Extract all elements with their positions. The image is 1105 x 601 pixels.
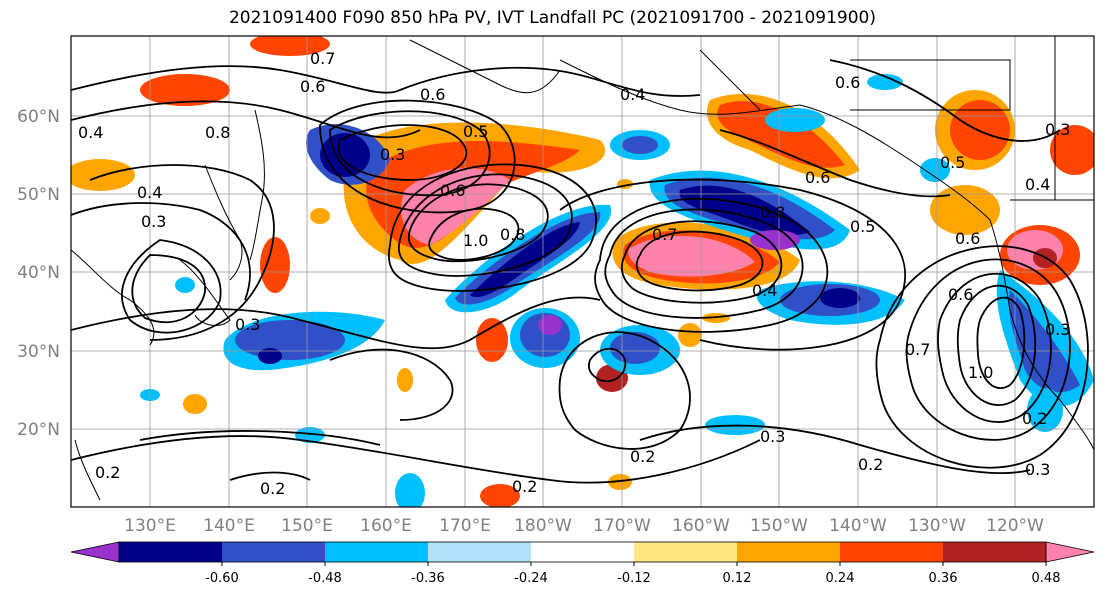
- contour-label: 0.6: [805, 168, 830, 187]
- contour-label: 0.4: [137, 183, 162, 202]
- lon-label: 180°W: [514, 516, 572, 536]
- colorbar-tick-label: -0.60: [205, 571, 239, 586]
- contour-label: 0.4: [1025, 175, 1050, 194]
- colorbar-ticks: -0.60 -0.48 -0.36 -0.24 -0.12 0.12 0.24 0.36 0.4…: [205, 562, 1061, 586]
- contour-labels: 0.7 0.6 0.4 0.8 0.5 0.6 0.4 0.3 0.6 1.0 …: [78, 49, 1070, 498]
- colorbar-tick-label: 0.24: [826, 571, 855, 586]
- contour-label: 0.2: [95, 463, 120, 482]
- colorbar-segment: [119, 542, 223, 562]
- colorbar-segment: [531, 542, 635, 562]
- lon-label: 130°W: [908, 516, 966, 536]
- lon-label: 150°E: [281, 516, 333, 536]
- ivt-contours: [71, 59, 1089, 484]
- colorbar-segments: [70, 541, 1095, 563]
- colorbar-segment: [428, 542, 532, 562]
- colorbar-extend-high: [1045, 541, 1095, 563]
- contour-label: 0.8: [760, 203, 785, 222]
- colorbar-tick-label: 0.36: [929, 571, 958, 586]
- contour-label: 0.6: [948, 285, 973, 304]
- lon-label: 160°W: [672, 516, 730, 536]
- graticule: [71, 36, 1094, 507]
- contour-label: 0.4: [752, 281, 777, 300]
- lon-label: 130°E: [124, 516, 176, 536]
- colorbar-tick-label: 0.48: [1032, 571, 1061, 586]
- map-frame: [70, 35, 1095, 508]
- contour-label: 0.3: [380, 145, 405, 164]
- lat-label: 50°N: [17, 185, 60, 205]
- lon-label: 150°W: [750, 516, 808, 536]
- contour-label: 0.7: [652, 225, 677, 244]
- contour-label: 0.2: [512, 477, 537, 496]
- lat-label: 20°N: [17, 420, 60, 440]
- contour-label: 0.5: [940, 153, 965, 172]
- contour-label: 0.6: [440, 181, 465, 200]
- contour-label: 0.2: [858, 455, 883, 474]
- colorbar-segment: [222, 542, 326, 562]
- contour-label: 1.0: [968, 363, 993, 382]
- colorbar-segment: [325, 542, 429, 562]
- colorbar: -0.60 -0.48 -0.36 -0.24 -0.12 0.12 0.24 0.36 0.4…: [70, 541, 1095, 586]
- contour-label: 0.5: [850, 217, 875, 236]
- contour-label: 0.2: [1022, 409, 1047, 428]
- lat-label: 30°N: [17, 342, 60, 362]
- contour-label: 0.3: [235, 315, 260, 334]
- colorbar-extend-low: [70, 541, 120, 563]
- contour-label: 0.3: [760, 427, 785, 446]
- lon-label: 170°E: [439, 516, 491, 536]
- contour-label: 0.7: [905, 340, 930, 359]
- longitude-labels: 130°E 140°E 150°E 160°E 170°E 180°W 170°…: [124, 516, 1044, 536]
- lon-label: 140°W: [829, 516, 887, 536]
- contour-label: 0.7: [310, 49, 335, 68]
- negative-anomaly-shading: [140, 74, 1094, 507]
- colorbar-outline: [118, 541, 1047, 563]
- latitude-labels: 60°N 50°N 40°N 30°N 20°N: [17, 107, 60, 440]
- lon-label: 170°W: [593, 516, 651, 536]
- map-title: 2021091400 F090 850 hPa PV, IVT Landfall…: [228, 8, 876, 28]
- lat-label: 60°N: [17, 107, 60, 127]
- contour-label: 0.6: [835, 73, 860, 92]
- colorbar-segment: [737, 542, 841, 562]
- colorbar-tick-label: 0.12: [723, 571, 752, 586]
- contour-label: 0.2: [260, 479, 285, 498]
- pv-anomaly-field: 0.7 0.6 0.4 0.8 0.5 0.6 0.4 0.3 0.6 1.0 …: [71, 36, 1094, 507]
- contour-label: 0.6: [420, 85, 445, 104]
- contour-label: 0.3: [1045, 120, 1070, 139]
- contour-label: 0.3: [141, 212, 166, 231]
- contour-label: 0.4: [78, 123, 103, 142]
- contour-label: 0.3: [1025, 460, 1050, 479]
- contour-label: 0.2: [630, 447, 655, 466]
- contour-label: 0.8: [205, 123, 230, 142]
- contour-label: 0.8: [500, 225, 525, 244]
- contour-label: 1.0: [463, 231, 488, 250]
- lon-label: 140°E: [203, 516, 255, 536]
- contour-label: 0.6: [955, 229, 980, 248]
- contour-label: 0.6: [300, 77, 325, 96]
- colorbar-tick-label: -0.36: [411, 571, 445, 586]
- colorbar-segment: [634, 542, 738, 562]
- lon-label: 160°E: [360, 516, 412, 536]
- colorbar-tick-label: -0.24: [514, 571, 548, 586]
- colorbar-tick-label: -0.48: [308, 571, 342, 586]
- lon-label: 120°W: [986, 516, 1044, 536]
- colorbar-segment: [943, 542, 1047, 562]
- colorbar-tick-label: -0.12: [617, 571, 651, 586]
- contour-label: 0.5: [463, 122, 488, 141]
- coastlines: [71, 36, 1094, 501]
- contour-label: 0.4: [620, 85, 645, 104]
- lat-label: 40°N: [17, 263, 60, 283]
- colorbar-segment: [840, 542, 944, 562]
- contour-label: 0.3: [1045, 320, 1070, 339]
